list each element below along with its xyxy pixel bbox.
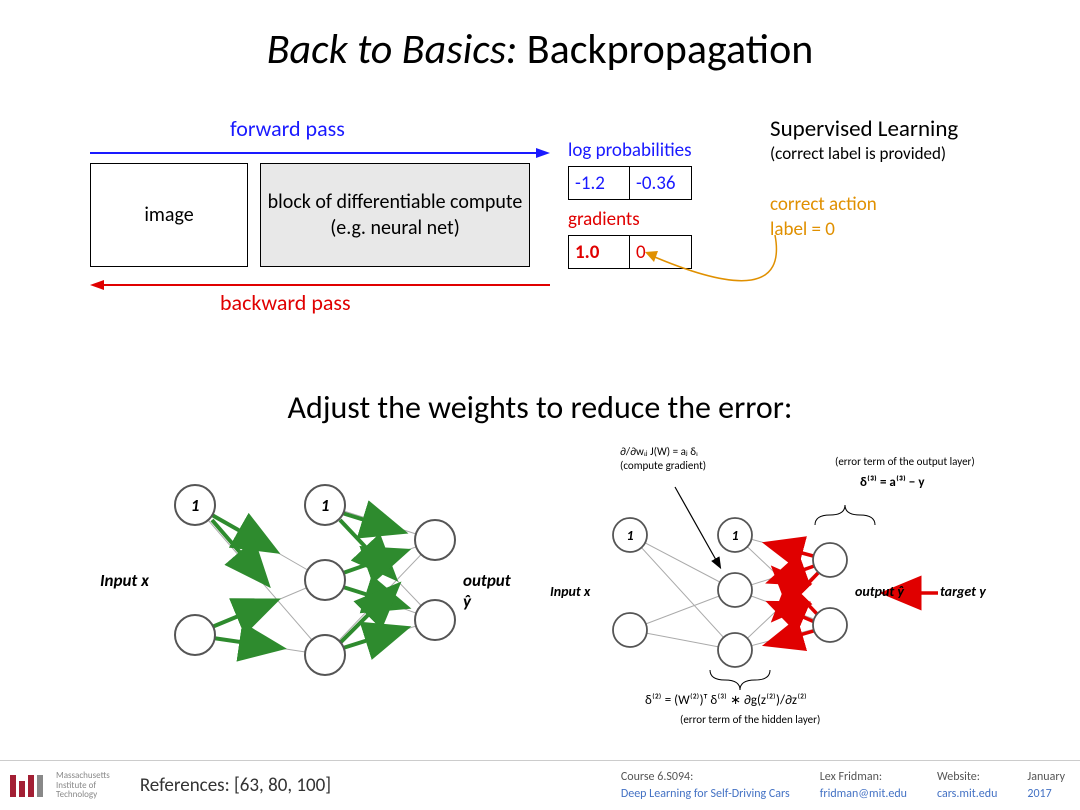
mit-logo-icon — [10, 775, 50, 797]
log-prob-cell: -0.36 — [630, 166, 692, 200]
error-hidden-formula: δ⁽²⁾ = (W⁽²⁾)ᵀ δ⁽³⁾ ∗ ∂g(z⁽²⁾)/∂z⁽²⁾ — [645, 693, 807, 708]
supervised-title: Supervised Learning (correct label is pr… — [770, 115, 958, 164]
forward-pass-label: forward pass — [230, 115, 345, 142]
nn-forward-diagram: 1 1 Input x output ŷ — [105, 445, 505, 725]
references: References: [63, 80, 100] — [140, 774, 621, 797]
author-l1: Lex Fridman: — [820, 769, 907, 786]
slide-footer: Massachusetts Institute of Technology Re… — [0, 760, 1080, 810]
supervised-sub: (correct label is provided) — [770, 143, 958, 164]
mit-l3: Technology — [56, 790, 110, 800]
error-output-label: (error term of the output layer) — [835, 455, 975, 468]
svg-text:1: 1 — [731, 527, 738, 544]
footer-col-website: Website: cars.mit.edu — [937, 769, 997, 803]
date-l2: 2017 — [1027, 786, 1065, 803]
forward-backward-diagram: forward pass image block of differentiab… — [90, 115, 990, 325]
subtitle: Adjust the weights to reduce the error: — [0, 388, 1080, 427]
title-main: Backpropagation — [517, 24, 813, 75]
nn-backward-diagram: 1 1 Input x output ŷ target y ∂/∂wᵢⱼ J(W… — [560, 445, 990, 725]
correct-action-l1: correct action — [770, 193, 877, 218]
compute-grad-label: (compute gradient) — [620, 459, 706, 472]
supervised-title-text: Supervised Learning — [770, 115, 958, 143]
web-l2: cars.mit.edu — [937, 786, 997, 803]
log-prob-cells: -1.2 -0.36 — [568, 166, 738, 200]
backward-pass-label: backward pass — [220, 289, 351, 316]
footer-col-course: Course 6.S094: Deep Learning for Self-Dr… — [621, 769, 790, 803]
svg-text:1: 1 — [321, 495, 330, 516]
input-label: Input x — [100, 570, 149, 591]
course-l2: Deep Learning for Self-Driving Cars — [621, 786, 790, 803]
author-l2: fridman@mit.edu — [820, 786, 907, 803]
svg-text:1: 1 — [626, 527, 633, 544]
svg-text:1: 1 — [191, 495, 200, 516]
gradient-cell: 1.0 — [568, 235, 630, 269]
nn-forward-svg: 1 1 — [105, 445, 505, 725]
title-prefix: Back to Basics: — [267, 24, 518, 75]
image-box: image — [90, 163, 248, 267]
web-l1: Website: — [937, 769, 997, 786]
output-label: output ŷ — [463, 570, 511, 612]
footer-col-date: January 2017 — [1027, 769, 1065, 803]
target-label: target y — [940, 583, 986, 600]
slide-title: Back to Basics: Backpropagation — [0, 0, 1080, 75]
date-l1: January — [1027, 769, 1065, 786]
compute-box-text: block of differentiable compute (e.g. ne… — [268, 189, 523, 241]
correct-action-arrow — [640, 215, 840, 325]
mit-text: Massachusetts Institute of Technology — [56, 771, 110, 801]
forward-arrow — [90, 147, 550, 159]
compute-grad-formula: ∂/∂wᵢⱼ J(W) = aⱼ δᵢ — [620, 445, 698, 458]
error-output-formula: δ⁽³⁾ = a⁽³⁾ − y — [860, 475, 925, 490]
output-label: output ŷ — [855, 583, 904, 600]
footer-col-author: Lex Fridman: fridman@mit.edu — [820, 769, 907, 803]
course-l1: Course 6.S094: — [621, 769, 790, 786]
error-hidden-label: (error term of the hidden layer) — [680, 713, 820, 726]
log-prob-label: log probabilities — [568, 139, 738, 162]
log-prob-cell: -1.2 — [568, 166, 630, 200]
compute-box: block of differentiable compute (e.g. ne… — [260, 163, 530, 267]
input-label: Input x — [550, 583, 590, 600]
